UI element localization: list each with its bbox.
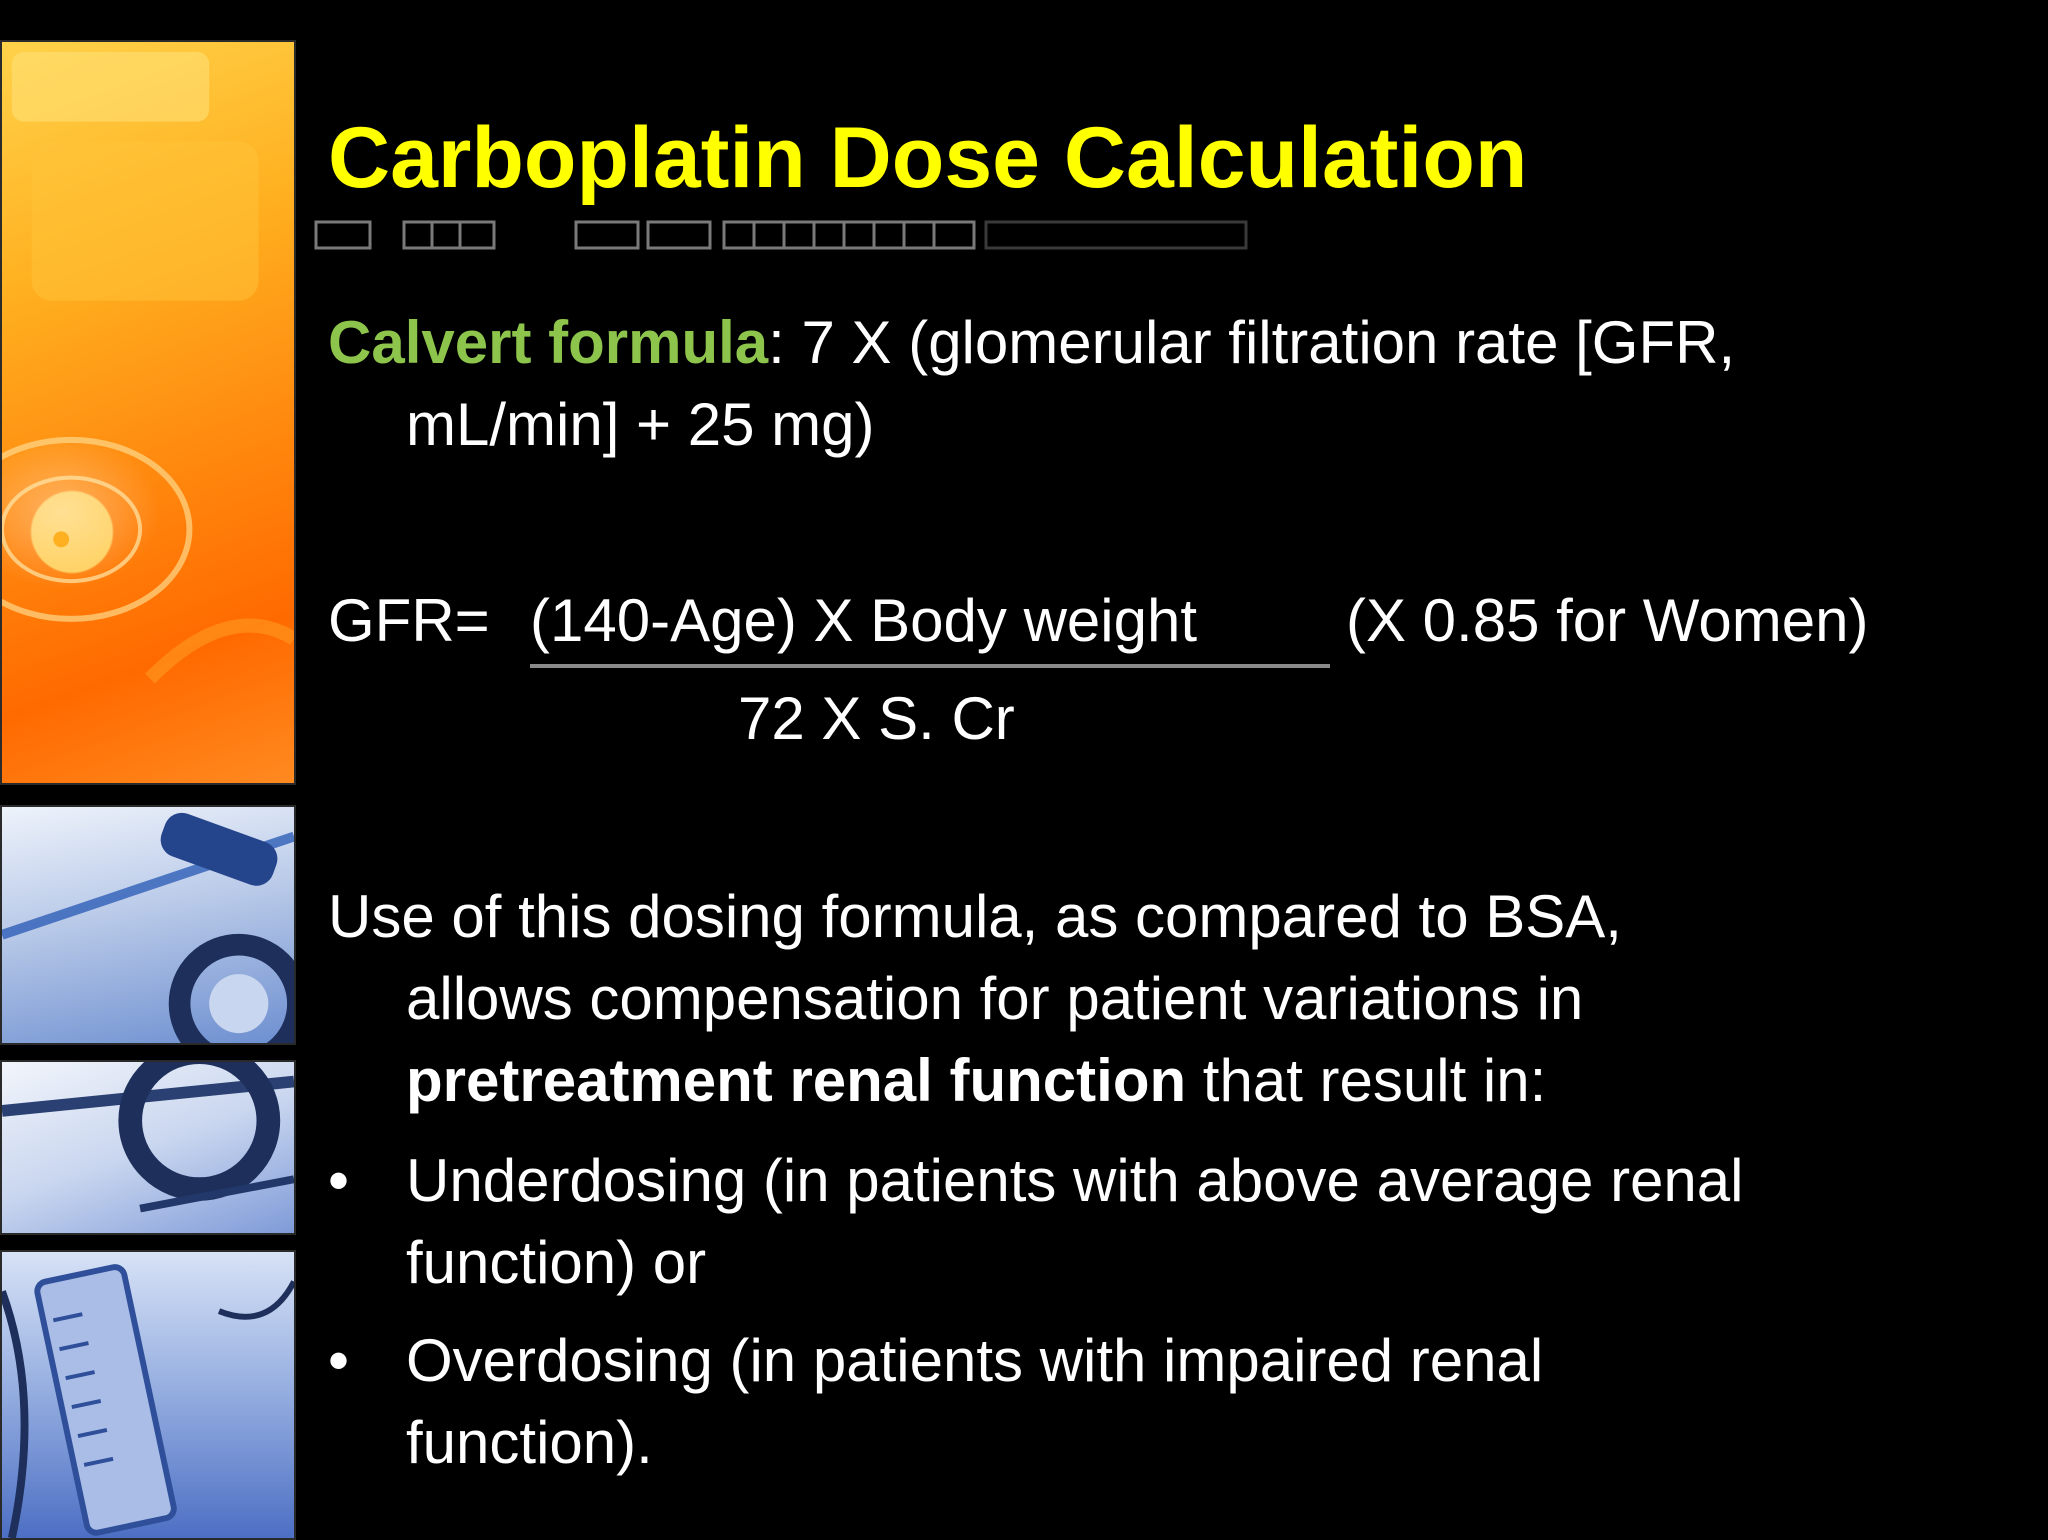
blue-stethoscope-photo (0, 805, 296, 1045)
usage-line3: pretreatment renal function that result … (328, 1040, 2008, 1122)
title-decoration-strip (314, 220, 1248, 250)
usage-line3-bold: pretreatment renal function (406, 1047, 1187, 1114)
bullet-line2: function). (406, 1409, 653, 1476)
calvert-formula-label: Calvert formula (328, 309, 769, 376)
usage-line1: Use of this dosing formula, as compared … (328, 883, 1622, 950)
gfr-women-note: (X 0.85 for Women) (1346, 587, 1869, 654)
bullet-line1: Overdosing (in patients with impaired re… (406, 1327, 1544, 1394)
blue-syringe-photo (0, 1250, 296, 1540)
usage-line3-rest: that result in: (1186, 1047, 1547, 1114)
gfr-denominator: 72 X S. Cr (738, 685, 1015, 752)
orange-medical-photo (0, 40, 296, 785)
bullet-list: • Underdosing (in patients with above av… (328, 1140, 2008, 1500)
calvert-formula-text-line1: : 7 X (glomerular filtration rate [GFR, (768, 309, 1736, 376)
decorative-photo-column (0, 40, 298, 1540)
slide-title: Carboplatin Dose Calculation (328, 110, 1528, 206)
usage-line2: allows compensation for patient variatio… (406, 965, 1584, 1032)
blue-instrument-photo (0, 1060, 296, 1235)
gfr-numerator: (140-Age) X Body weight (530, 587, 1198, 654)
calvert-formula-text-line2: mL/min] + 25 mg) (406, 391, 875, 458)
list-item: • Underdosing (in patients with above av… (328, 1140, 2008, 1304)
bullet-line1: Underdosing (in patients with above aver… (406, 1147, 1744, 1214)
usage-paragraph: Use of this dosing formula, as compared … (328, 876, 2008, 1122)
list-item: • Overdosing (in patients with impaired … (328, 1320, 2008, 1484)
bullet-dot-icon: • (328, 1327, 350, 1394)
bullet-dot-icon: • (328, 1147, 350, 1214)
gfr-fraction-bar (530, 664, 1330, 668)
bullet-line2: function) or (406, 1229, 707, 1296)
gfr-prefix: GFR= (328, 587, 490, 654)
calvert-formula-paragraph: Calvert formula: 7 X (glomerular filtrat… (328, 302, 2008, 466)
